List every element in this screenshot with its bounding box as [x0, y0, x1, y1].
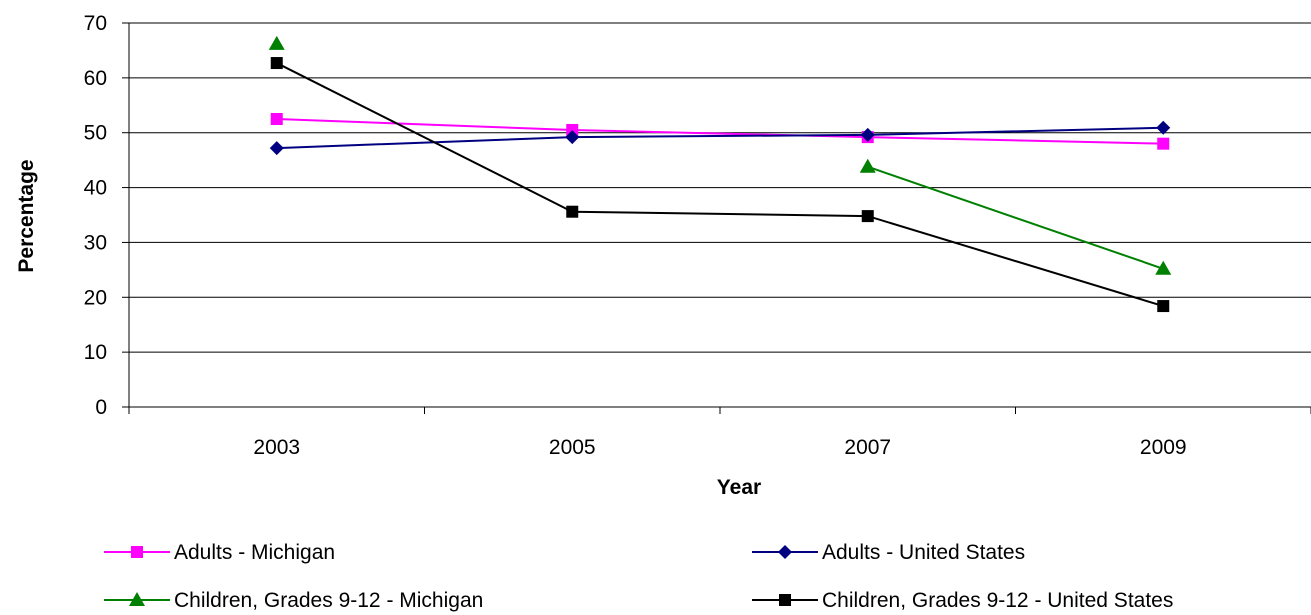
legend: Adults - Michigan Adults - United States C… [104, 541, 1173, 612]
legend-swatch-marker [129, 592, 145, 606]
y-tick-label: 50 [84, 122, 107, 145]
y-tick-label: 20 [84, 286, 107, 309]
y-tick-label: 70 [84, 12, 107, 35]
series-line [867, 165, 1164, 270]
series [269, 120, 1171, 156]
legend-item: Children, Grades 9-12 - United States [752, 589, 1173, 612]
y-axis-title: Percentage [15, 159, 38, 272]
y-tick-label: 40 [84, 177, 107, 200]
data-point [1156, 120, 1171, 135]
axes [122, 22, 1311, 414]
data-point [861, 210, 874, 223]
data-point [860, 127, 875, 142]
series-line [276, 62, 1164, 308]
x-axis-title: Year [717, 476, 761, 499]
data-point [1155, 260, 1172, 275]
legend-item: Adults - United States [752, 541, 1025, 564]
y-tick-label: 60 [84, 67, 107, 90]
series-line [276, 126, 1164, 150]
x-tick-label: 2005 [549, 436, 596, 459]
legend-item: Children, Grades 9-12 - Michigan [104, 589, 483, 612]
series-line [276, 118, 1164, 145]
legend-label: Adults - Michigan [174, 541, 335, 564]
y-tick-labels: 0 10 20 30 40 50 60 70 [84, 12, 107, 419]
data-point [859, 158, 876, 173]
legend-label: Children, Grades 9-12 - United States [822, 589, 1173, 612]
data-point [270, 113, 283, 125]
x-tick-label: 2007 [844, 436, 891, 459]
gridlines [129, 22, 1311, 353]
legend-swatch-marker [778, 545, 792, 559]
legend-swatch-marker [779, 594, 791, 606]
series [270, 57, 1170, 313]
data-point [1157, 300, 1170, 313]
data-point [566, 205, 579, 218]
data-point [269, 141, 284, 156]
data-point [270, 57, 283, 70]
legend-swatch-marker [131, 546, 143, 558]
x-tick-labels: 2003 2005 2007 2009 [253, 436, 1186, 459]
x-tick-label: 2003 [253, 436, 300, 459]
legend-label: Children, Grades 9-12 - Michigan [174, 589, 483, 612]
legend-label: Adults - United States [822, 541, 1025, 564]
data-point [268, 35, 285, 50]
series [268, 35, 1172, 275]
y-tick-label: 0 [95, 396, 107, 419]
y-tick-label: 10 [84, 341, 107, 364]
data-point [1157, 137, 1170, 150]
data-point [565, 130, 580, 145]
legend-item: Adults - Michigan [104, 541, 335, 564]
series-group [268, 35, 1172, 313]
y-tick-label: 30 [84, 231, 107, 254]
x-tick-label: 2009 [1140, 436, 1187, 459]
data-point [566, 123, 579, 136]
